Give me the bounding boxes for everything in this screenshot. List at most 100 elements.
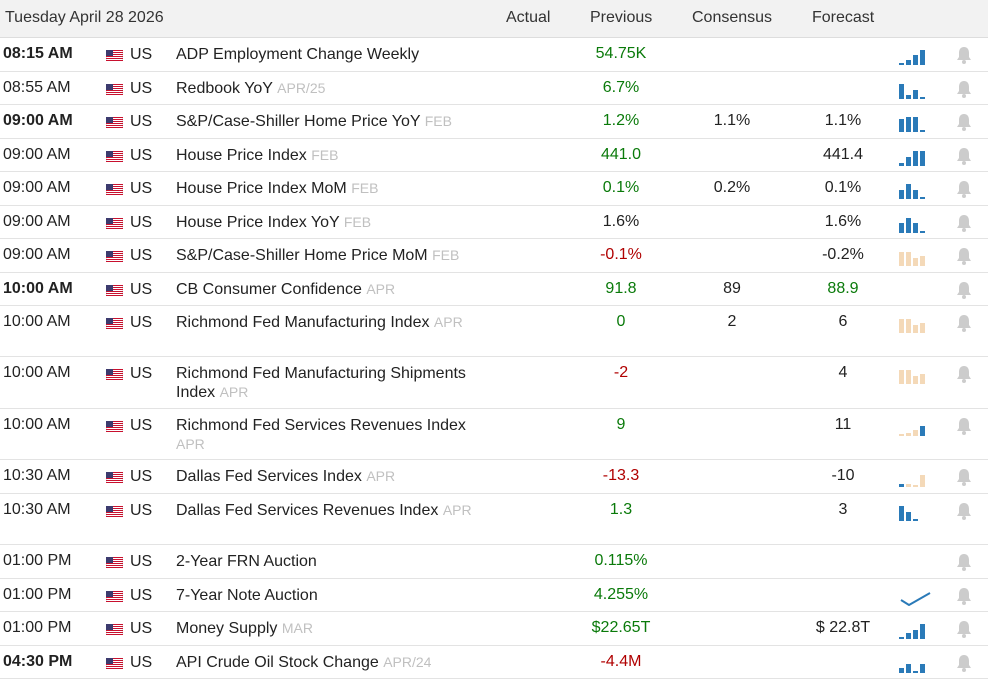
column-consensus[interactable]: Consensus	[692, 9, 773, 26]
event-title[interactable]: House Price Index MoM	[176, 180, 347, 197]
forecast-value: -0.2%	[822, 246, 864, 263]
event-title[interactable]: Richmond Fed Manufacturing Shipments Ind…	[176, 365, 466, 401]
sparkline-bar-chart-icon[interactable]	[899, 315, 931, 333]
event-title[interactable]: 2-Year FRN Auction	[176, 553, 317, 570]
event-title[interactable]: Redbook YoY	[176, 80, 273, 97]
event-title[interactable]: House Price Index	[176, 147, 307, 164]
calendar-row[interactable]: 10:00 AM US Richmond Fed Manufacturing Ind…	[0, 306, 988, 357]
bell-icon[interactable]	[956, 553, 972, 571]
event-name[interactable]: CB Consumer Confidence APR	[176, 280, 476, 299]
event-name[interactable]: Redbook YoY APR/25	[176, 79, 476, 98]
bell-icon[interactable]	[956, 281, 972, 299]
column-forecast[interactable]: Forecast	[812, 9, 875, 26]
bell-icon[interactable]	[956, 80, 972, 98]
spark-bar	[899, 370, 904, 384]
bell-icon[interactable]	[956, 365, 972, 383]
bell-icon[interactable]	[956, 247, 972, 265]
bell-icon[interactable]	[956, 620, 972, 638]
sparkline-line-chart-icon[interactable]	[899, 588, 931, 606]
event-title[interactable]: 7-Year Note Auction	[176, 587, 318, 604]
event-period: APR	[366, 281, 396, 297]
sparkline-bar-chart-icon[interactable]	[899, 621, 931, 639]
forecast-value: 441.4	[822, 146, 864, 163]
calendar-row[interactable]: 09:00 AM US S&P/Case-Shiller Home Price Yo…	[0, 105, 988, 139]
event-title[interactable]: Richmond Fed Manufacturing Index	[176, 314, 430, 331]
event-title[interactable]: Richmond Fed Services Revenues Index	[176, 417, 466, 434]
event-title[interactable]: Dallas Fed Services Index	[176, 468, 362, 485]
column-actual[interactable]: Actual	[506, 9, 551, 26]
bell-icon[interactable]	[956, 214, 972, 232]
bell-icon[interactable]	[956, 468, 972, 486]
calendar-row[interactable]: 10:00 AM US CB Consumer Confidence APR 91.8…	[0, 273, 988, 306]
event-name[interactable]: Dallas Fed Services Revenues Index APR	[176, 501, 476, 520]
event-name[interactable]: Richmond Fed Manufacturing Shipments Ind…	[176, 364, 476, 402]
event-name[interactable]: House Price Index FEB	[176, 146, 476, 165]
event-title[interactable]: S&P/Case-Shiller Home Price MoM	[176, 247, 428, 264]
event-title[interactable]: House Price Index YoY	[176, 214, 340, 231]
sparkline-bar-chart-icon[interactable]	[899, 469, 931, 487]
event-name[interactable]: S&P/Case-Shiller Home Price YoY FEB	[176, 112, 476, 131]
bell-icon[interactable]	[956, 587, 972, 605]
event-period: APR/25	[277, 80, 326, 96]
bell-icon[interactable]	[956, 147, 972, 165]
event-name[interactable]: Richmond Fed Manufacturing Index APR	[176, 313, 476, 332]
bell-icon[interactable]	[956, 180, 972, 198]
sparkline-bar-chart-icon[interactable]	[899, 503, 931, 521]
spark-bar	[913, 519, 918, 521]
spark-bar	[913, 55, 918, 65]
column-previous[interactable]: Previous	[590, 9, 653, 26]
bell-icon[interactable]	[956, 46, 972, 64]
spark-bar	[906, 60, 911, 65]
bell-icon[interactable]	[956, 113, 972, 131]
calendar-row[interactable]: 09:00 AM US House Price Index MoM FEB 0.1% 0…	[0, 172, 988, 206]
event-name[interactable]: Dallas Fed Services Index APR	[176, 467, 476, 486]
event-name[interactable]: 2-Year FRN Auction	[176, 552, 476, 571]
bell-icon[interactable]	[956, 314, 972, 332]
event-name[interactable]: S&P/Case-Shiller Home Price MoM FEB	[176, 246, 476, 265]
sparkline-bar-chart-icon[interactable]	[899, 418, 931, 436]
bell-icon[interactable]	[956, 654, 972, 672]
forecast-value: 0.1%	[824, 179, 862, 196]
calendar-row[interactable]: 01:00 PM US 2-Year FRN Auction 0.115%	[0, 545, 988, 579]
calendar-row[interactable]: 01:00 PM US Money Supply MAR $22.65T $ 22.8T	[0, 612, 988, 646]
sparkline-bar-chart-icon[interactable]	[899, 366, 931, 384]
event-time: 08:15 AM	[3, 45, 73, 62]
event-name[interactable]: House Price Index YoY FEB	[176, 213, 476, 232]
previous-value: 9	[616, 416, 626, 433]
calendar-row[interactable]: 01:00 PM US 7-Year Note Auction 4.255%	[0, 579, 988, 612]
bell-icon[interactable]	[956, 417, 972, 435]
sparkline-bar-chart-icon[interactable]	[899, 148, 931, 166]
event-name[interactable]: Richmond Fed Services Revenues Index APR	[176, 416, 476, 454]
event-title[interactable]: Money Supply	[176, 620, 278, 637]
previous-value: 0	[616, 313, 626, 330]
event-title[interactable]: ADP Employment Change Weekly	[176, 46, 420, 63]
spark-bar	[906, 633, 911, 639]
sparkline-bar-chart-icon[interactable]	[899, 248, 931, 266]
calendar-row[interactable]: 10:00 AM US Richmond Fed Manufacturing Shi…	[0, 357, 988, 409]
sparkline-bar-chart-icon[interactable]	[899, 181, 931, 199]
calendar-row[interactable]: 09:00 AM US House Price Index YoY FEB 1.6% 1…	[0, 206, 988, 239]
sparkline-bar-chart-icon[interactable]	[899, 81, 931, 99]
event-name[interactable]: House Price Index MoM FEB	[176, 179, 476, 198]
calendar-row[interactable]: 10:30 AM US Dallas Fed Services Revenues I…	[0, 494, 988, 545]
event-time: 09:00 AM	[3, 179, 71, 196]
forecast-value: $ 22.8T	[815, 619, 871, 636]
calendar-row[interactable]: 10:00 AM US Richmond Fed Services Revenues…	[0, 409, 988, 460]
calendar-row[interactable]: 08:15 AM US ADP Employment Change Weekly 54…	[0, 38, 988, 72]
event-title[interactable]: CB Consumer Confidence	[176, 281, 362, 298]
calendar-row[interactable]: 08:55 AM US Redbook YoY APR/25 6.7%	[0, 72, 988, 105]
calendar-row[interactable]: 09:00 AM US House Price Index FEB 441.0 441.…	[0, 139, 988, 172]
event-title[interactable]: S&P/Case-Shiller Home Price YoY	[176, 113, 421, 130]
sparkline-bar-chart-icon[interactable]	[899, 215, 931, 233]
sparkline-bar-chart-icon[interactable]	[899, 655, 931, 673]
calendar-row[interactable]: 10:30 AM US Dallas Fed Services Index APR -…	[0, 460, 988, 494]
event-name[interactable]: ADP Employment Change Weekly	[176, 45, 476, 64]
event-title[interactable]: Dallas Fed Services Revenues Index	[176, 502, 439, 519]
event-name[interactable]: Money Supply MAR	[176, 619, 476, 638]
event-period: FEB	[351, 180, 379, 196]
sparkline-bar-chart-icon[interactable]	[899, 114, 931, 132]
calendar-row[interactable]: 09:00 AM US S&P/Case-Shiller Home Price Mo…	[0, 239, 988, 273]
bell-icon[interactable]	[956, 502, 972, 520]
event-name[interactable]: 7-Year Note Auction	[176, 586, 476, 605]
sparkline-bar-chart-icon[interactable]	[899, 47, 931, 65]
